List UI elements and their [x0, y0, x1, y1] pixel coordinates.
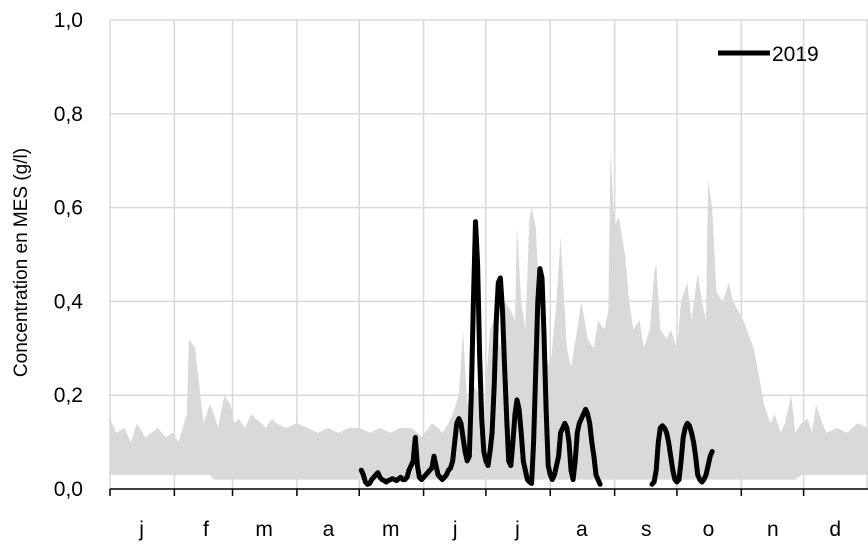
y-tick-label-2: 0,4 — [54, 290, 84, 313]
series-2019-line-1 — [649, 420, 715, 487]
series-2019-line-0 — [358, 219, 603, 487]
historical-range-band — [110, 151, 868, 480]
legend-label-2019: 2019 — [772, 43, 819, 66]
x-tick-label-5: j — [452, 518, 458, 541]
x-tick-label-3: a — [323, 518, 335, 541]
x-tick-label-8: s — [641, 518, 652, 541]
y-axis-ticks: 0,0 0,2 0,4 0,6 0,8 1,0 — [54, 9, 84, 501]
x-tick-label-6: j — [514, 518, 520, 541]
x-tick-label-7: a — [576, 518, 588, 541]
y-tick-label-0: 0,0 — [54, 478, 83, 501]
y-axis-title: Concentration en MES (g/l) — [11, 148, 32, 377]
x-tick-label-1: f — [203, 518, 209, 541]
y-tick-label-3: 0,6 — [54, 197, 83, 220]
x-tick-label-10: n — [767, 518, 779, 541]
legend: 2019 — [718, 43, 819, 66]
series-2019 — [358, 219, 715, 487]
x-tick-label-2: m — [255, 518, 273, 541]
x-tick-label-11: d — [829, 518, 841, 541]
y-tick-label-1: 0,2 — [54, 384, 83, 407]
y-tick-label-5: 1,0 — [54, 9, 83, 32]
x-tick-label-0: j — [138, 518, 144, 541]
x-tick-label-9: o — [703, 518, 715, 541]
x-tick-label-4: m — [382, 518, 400, 541]
y-tick-label-4: 0,8 — [54, 103, 83, 126]
